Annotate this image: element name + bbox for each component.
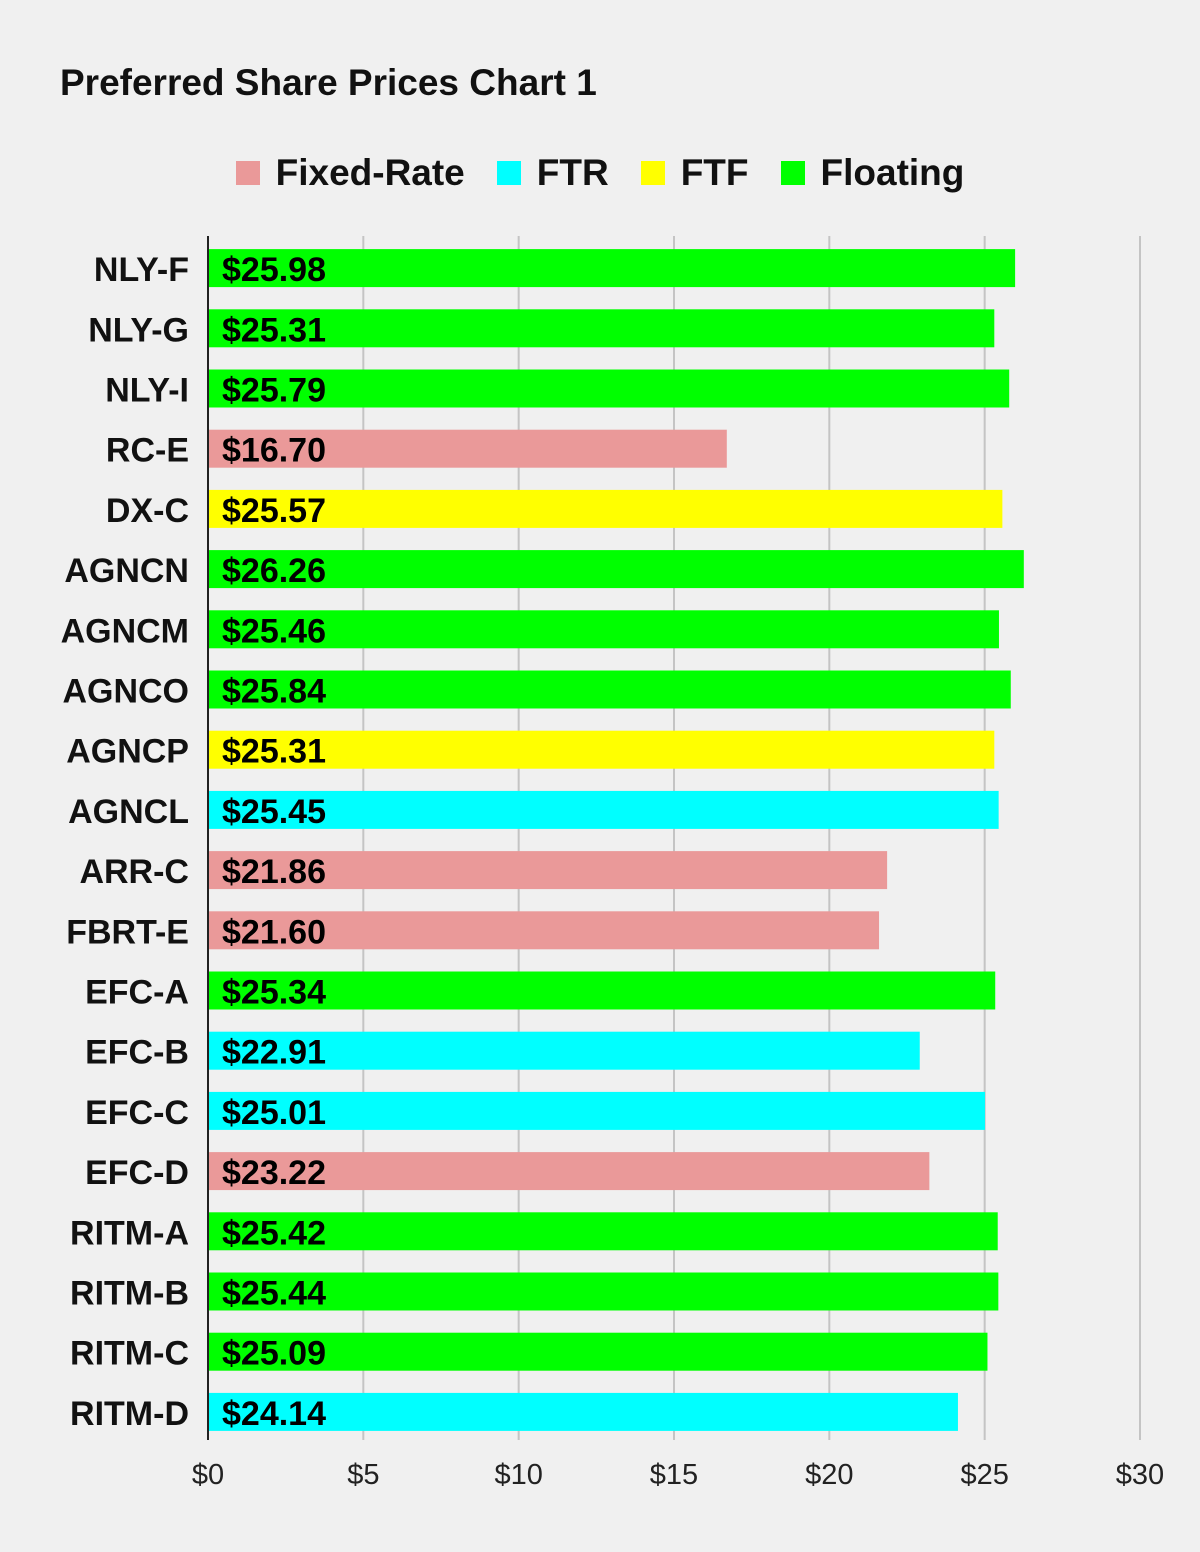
category-label: NLY-F xyxy=(94,251,189,289)
category-label: AGNCP xyxy=(66,733,189,771)
data-label: $25.98 xyxy=(222,251,326,289)
bar-nly-g xyxy=(208,309,995,348)
legend-swatch-ftr xyxy=(496,161,521,185)
x-tick-label: $25 xyxy=(960,1459,1008,1491)
data-label: $25.57 xyxy=(222,492,326,530)
category-label: ARR-C xyxy=(79,853,189,891)
legend-label-floating: Floating xyxy=(820,152,965,193)
legend-label-fixed-rate: Fixed-Rate xyxy=(275,152,465,193)
data-label: $25.45 xyxy=(222,793,326,831)
legend-label-ftf: FTF xyxy=(680,152,749,193)
data-label: $22.91 xyxy=(222,1034,326,1072)
category-label: DX-C xyxy=(106,492,189,530)
chart-title: Preferred Share Prices Chart 1 xyxy=(60,62,597,103)
data-label: $24.14 xyxy=(222,1395,326,1433)
category-label: EFC-D xyxy=(85,1154,189,1192)
category-label: RITM-D xyxy=(70,1395,189,1433)
bar-agncl xyxy=(208,790,999,829)
bar-efc-b xyxy=(208,1031,920,1070)
bar-efc-c xyxy=(208,1091,985,1130)
legend-item-fixed-rate: Fixed-Rate xyxy=(235,152,465,194)
legend-swatch-ftf xyxy=(640,161,665,185)
bar-agncp xyxy=(208,730,995,769)
category-label: NLY-G xyxy=(88,311,189,349)
category-label: AGNCN xyxy=(64,552,189,590)
bar-fbrt-e xyxy=(208,911,880,950)
data-label: $21.60 xyxy=(222,913,326,951)
data-label: $26.26 xyxy=(222,552,326,590)
bar-arr-c xyxy=(208,851,888,890)
category-label: NLY-I xyxy=(105,372,189,410)
data-label: $25.79 xyxy=(222,372,326,410)
data-label: $25.34 xyxy=(222,974,326,1012)
data-label: $25.09 xyxy=(222,1335,326,1373)
x-tick-label: $5 xyxy=(347,1459,379,1491)
category-label: EFC-C xyxy=(85,1094,189,1132)
x-tick-label: $20 xyxy=(805,1459,853,1491)
data-label: $25.31 xyxy=(222,733,326,771)
category-label: EFC-A xyxy=(85,974,189,1012)
bar-nly-f xyxy=(208,249,1016,288)
legend-item-floating: Floating xyxy=(780,152,965,194)
bar-rc-e xyxy=(208,429,727,468)
x-tick-label: $10 xyxy=(494,1459,542,1491)
bar-nly-i xyxy=(208,369,1010,408)
bar-agncm xyxy=(208,610,999,649)
bar-efc-d xyxy=(208,1152,930,1191)
legend-item-ftr: FTR xyxy=(496,152,609,194)
category-label: AGNCL xyxy=(68,793,189,831)
bar-ritm-b xyxy=(208,1272,999,1311)
legend: Fixed-Rate FTR FTF Floating xyxy=(0,150,1200,196)
bar-ritm-a xyxy=(208,1212,998,1251)
x-tick-label: $0 xyxy=(192,1459,224,1491)
data-label: $16.70 xyxy=(222,432,326,470)
data-label: $23.22 xyxy=(222,1154,326,1192)
bar-efc-a xyxy=(208,971,996,1010)
legend-label-ftr: FTR xyxy=(536,152,609,193)
category-label: RITM-C xyxy=(70,1335,189,1373)
category-label: RITM-A xyxy=(70,1214,189,1252)
x-tick-label: $15 xyxy=(650,1459,698,1491)
category-label: AGNCO xyxy=(62,673,189,711)
bar-agncn xyxy=(208,550,1024,589)
legend-swatch-floating xyxy=(780,161,805,185)
data-label: $25.84 xyxy=(222,673,326,711)
data-label: $21.86 xyxy=(222,853,326,891)
data-label: $25.31 xyxy=(222,311,326,349)
legend-item-ftf: FTF xyxy=(640,152,749,194)
data-label: $25.44 xyxy=(222,1275,326,1313)
bar-agnco xyxy=(208,670,1011,709)
data-label: $25.42 xyxy=(222,1214,326,1252)
legend-swatch-fixed-rate xyxy=(235,161,260,185)
data-label: $25.01 xyxy=(222,1094,326,1132)
x-tick-label: $30 xyxy=(1116,1459,1164,1491)
bar-ritm-c xyxy=(208,1332,988,1371)
bar-dx-c xyxy=(208,489,1003,528)
category-label: RC-E xyxy=(106,432,189,470)
data-label: $25.46 xyxy=(222,612,326,650)
bar-ritm-d xyxy=(208,1392,958,1431)
category-label: FBRT-E xyxy=(66,913,189,951)
category-label: RITM-B xyxy=(70,1275,189,1313)
category-label: EFC-B xyxy=(85,1034,189,1072)
category-label: AGNCM xyxy=(61,612,189,650)
